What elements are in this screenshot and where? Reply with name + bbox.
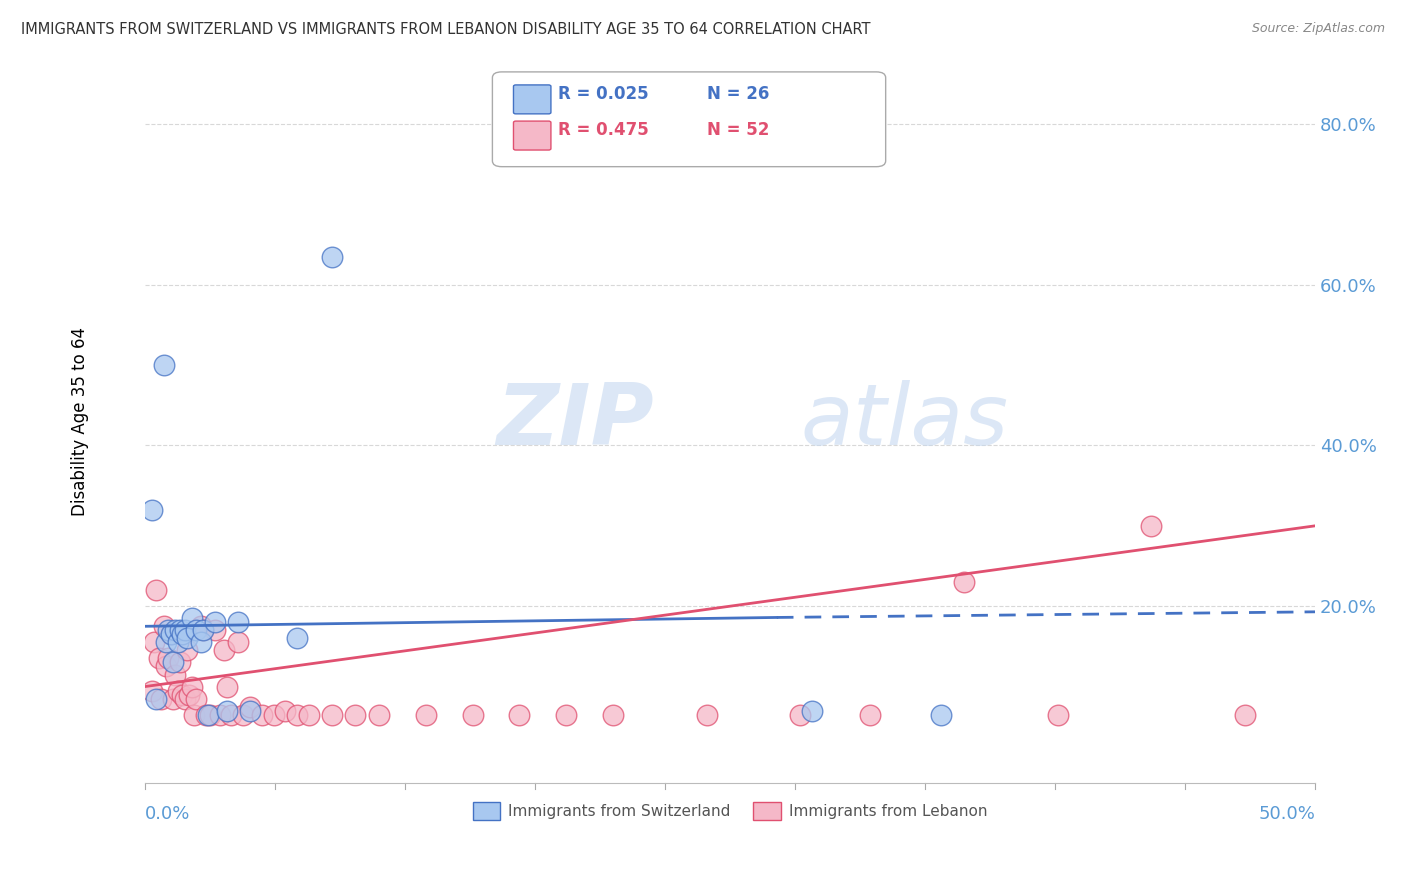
Point <box>179 688 201 702</box>
Point <box>221 707 243 722</box>
Point <box>186 624 208 638</box>
Point <box>145 583 167 598</box>
Point <box>169 656 191 670</box>
Point <box>197 707 219 722</box>
Point <box>953 575 976 590</box>
Point <box>155 635 177 649</box>
Point <box>169 624 191 638</box>
Point <box>148 651 170 665</box>
Text: 50.0%: 50.0% <box>1258 805 1315 822</box>
Text: 0.0%: 0.0% <box>145 805 190 822</box>
Point <box>176 632 198 646</box>
FancyBboxPatch shape <box>513 121 551 150</box>
Point <box>152 619 174 633</box>
Point <box>696 707 718 722</box>
Point <box>298 707 321 722</box>
Point <box>162 691 184 706</box>
Point <box>461 707 484 722</box>
Point <box>145 691 167 706</box>
Point <box>232 707 254 722</box>
Point <box>228 635 250 649</box>
Point <box>274 704 297 718</box>
FancyBboxPatch shape <box>513 85 551 114</box>
Point <box>155 659 177 673</box>
Point <box>789 707 811 722</box>
Point <box>508 707 530 722</box>
Point <box>173 624 195 638</box>
Text: N = 52: N = 52 <box>707 120 769 139</box>
Point <box>157 651 180 665</box>
Text: R = 0.025: R = 0.025 <box>558 85 648 103</box>
Text: ZIP: ZIP <box>496 380 654 463</box>
Point <box>165 624 187 638</box>
Point <box>180 680 202 694</box>
Point <box>555 707 578 722</box>
Point <box>162 656 184 670</box>
Point <box>1140 518 1163 533</box>
Point <box>173 691 195 706</box>
Point <box>285 632 308 646</box>
Point <box>215 704 238 718</box>
Point <box>176 643 198 657</box>
Point <box>929 707 952 722</box>
Point <box>159 627 181 641</box>
Point <box>239 699 262 714</box>
Point <box>193 624 215 638</box>
Point <box>166 683 188 698</box>
Point <box>165 667 187 681</box>
Text: Source: ZipAtlas.com: Source: ZipAtlas.com <box>1251 22 1385 36</box>
Point <box>183 707 205 722</box>
Point <box>172 627 194 641</box>
Point <box>157 624 180 638</box>
Point <box>200 707 222 722</box>
Point <box>1233 707 1256 722</box>
FancyBboxPatch shape <box>492 72 886 167</box>
Point <box>602 707 624 722</box>
Point <box>263 707 285 722</box>
Point <box>367 707 389 722</box>
Point <box>159 627 181 641</box>
Point <box>141 502 163 516</box>
Point <box>190 635 212 649</box>
Point <box>141 683 163 698</box>
Point <box>152 358 174 372</box>
Point <box>250 707 273 722</box>
Point <box>186 691 208 706</box>
Point <box>166 635 188 649</box>
Point <box>214 643 236 657</box>
Point <box>800 704 823 718</box>
Point <box>143 635 166 649</box>
Point <box>344 707 367 722</box>
Point <box>285 707 308 722</box>
Point <box>204 624 226 638</box>
Point <box>204 615 226 630</box>
Point <box>208 707 231 722</box>
Point <box>415 707 437 722</box>
Point <box>190 619 212 633</box>
Text: IMMIGRANTS FROM SWITZERLAND VS IMMIGRANTS FROM LEBANON DISABILITY AGE 35 TO 64 C: IMMIGRANTS FROM SWITZERLAND VS IMMIGRANT… <box>21 22 870 37</box>
Point <box>172 688 194 702</box>
Point <box>194 707 217 722</box>
Point <box>1046 707 1069 722</box>
Legend: Immigrants from Switzerland, Immigrants from Lebanon: Immigrants from Switzerland, Immigrants … <box>467 797 993 826</box>
Point <box>859 707 882 722</box>
Text: N = 26: N = 26 <box>707 85 769 103</box>
Point <box>215 680 238 694</box>
Text: atlas: atlas <box>800 380 1008 463</box>
Point <box>239 704 262 718</box>
Point <box>180 611 202 625</box>
Point <box>150 691 173 706</box>
Point <box>321 707 343 722</box>
Point <box>193 624 215 638</box>
Text: R = 0.475: R = 0.475 <box>558 120 648 139</box>
Point <box>321 250 343 264</box>
Point <box>228 615 250 630</box>
Y-axis label: Disability Age 35 to 64: Disability Age 35 to 64 <box>72 326 89 516</box>
